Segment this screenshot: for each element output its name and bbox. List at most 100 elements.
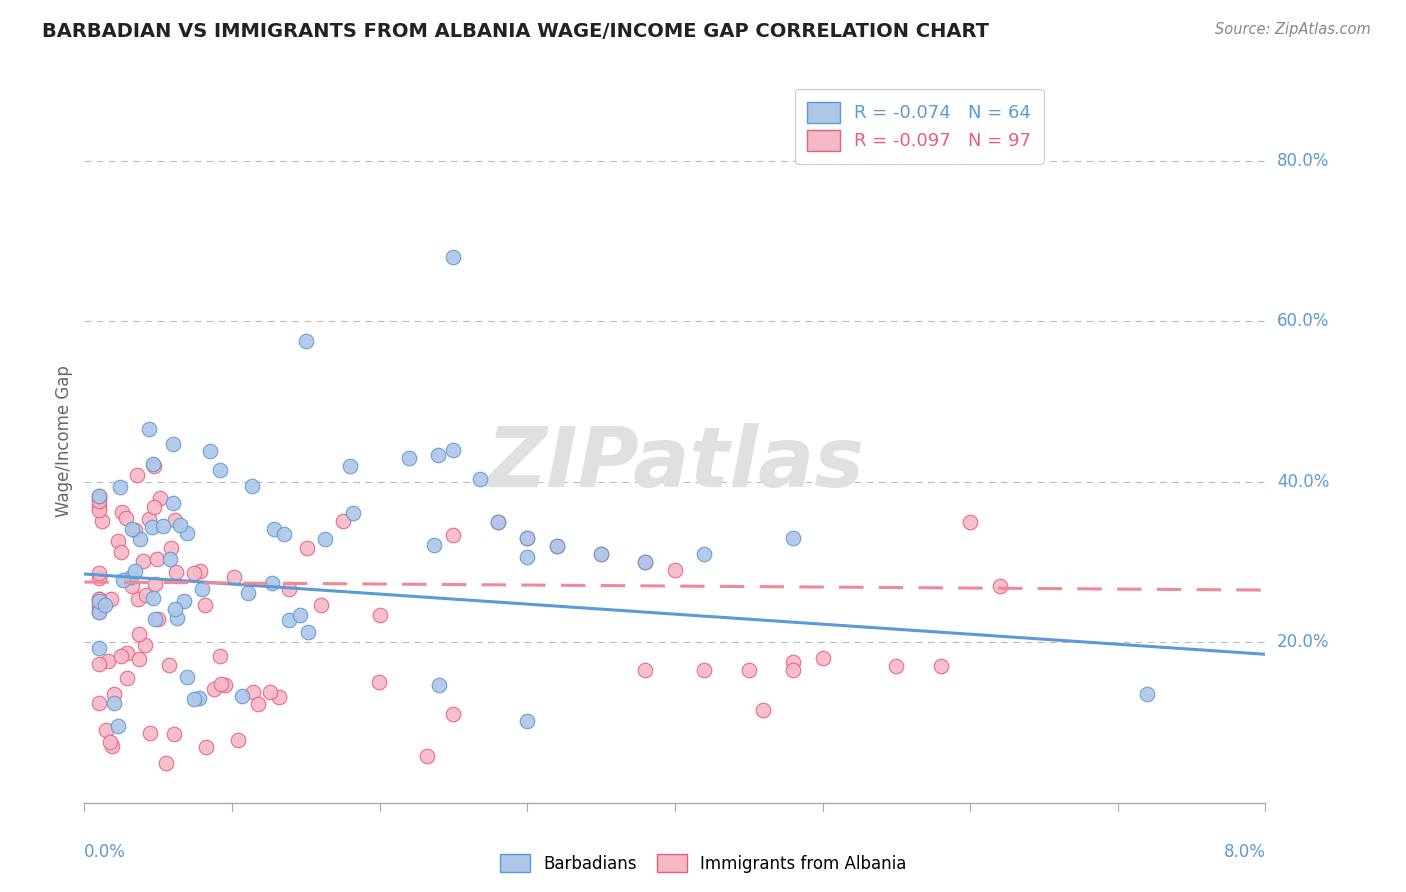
Point <box>297 541 319 555</box>
Point <box>143 458 166 473</box>
Point <box>108 480 131 494</box>
Point <box>194 599 217 613</box>
Point <box>226 733 249 747</box>
Point <box>368 607 391 622</box>
Point <box>443 528 465 542</box>
Point <box>183 691 205 706</box>
Point <box>87 641 111 656</box>
Point <box>87 489 111 503</box>
Text: 20.0%: 20.0% <box>1277 633 1330 651</box>
Point <box>90 598 112 612</box>
Point <box>117 646 139 660</box>
Point <box>342 506 364 520</box>
Point <box>107 719 129 733</box>
Point <box>165 601 187 615</box>
Point <box>176 670 198 684</box>
Point <box>240 478 263 492</box>
Point <box>87 592 111 607</box>
Point <box>516 531 538 545</box>
Point <box>782 531 804 545</box>
Point <box>591 547 613 561</box>
Point <box>591 547 613 561</box>
Point <box>149 491 172 505</box>
Point <box>443 706 465 721</box>
Point <box>811 651 834 665</box>
Point <box>260 575 283 590</box>
Point <box>138 512 160 526</box>
Point <box>231 689 253 703</box>
Point <box>107 533 129 548</box>
Point <box>314 533 336 547</box>
Point <box>121 579 143 593</box>
Point <box>187 691 209 706</box>
Point <box>198 444 221 458</box>
Point <box>516 549 538 564</box>
Point <box>152 518 174 533</box>
Point <box>886 659 908 673</box>
Point <box>209 648 232 663</box>
Point <box>368 674 391 689</box>
Point <box>124 564 146 578</box>
Point <box>87 599 111 613</box>
Point <box>332 514 354 528</box>
Legend: Barbadians, Immigrants from Albania: Barbadians, Immigrants from Albania <box>494 847 912 880</box>
Point <box>115 510 138 524</box>
Point <box>103 696 125 710</box>
Point <box>94 598 117 612</box>
Point <box>209 676 232 690</box>
Point <box>115 671 138 685</box>
Point <box>87 605 111 619</box>
Point <box>159 551 181 566</box>
Point <box>427 678 450 692</box>
Point <box>634 664 657 678</box>
Text: ZIPatlas: ZIPatlas <box>486 423 863 504</box>
Point <box>87 566 111 580</box>
Point <box>664 563 686 577</box>
Point <box>87 503 111 517</box>
Point <box>782 655 804 669</box>
Point <box>146 551 169 566</box>
Point <box>202 682 225 697</box>
Point <box>188 564 211 578</box>
Point <box>97 654 120 668</box>
Point <box>143 612 166 626</box>
Point <box>634 555 657 569</box>
Point <box>398 450 420 465</box>
Point <box>297 625 319 640</box>
Point <box>166 611 188 625</box>
Text: 40.0%: 40.0% <box>1277 473 1330 491</box>
Point <box>443 442 465 457</box>
Point <box>295 334 318 348</box>
Point <box>516 714 538 728</box>
Point <box>157 658 180 673</box>
Point <box>263 522 285 536</box>
Point <box>546 539 568 553</box>
Point <box>110 648 132 663</box>
Point <box>208 463 231 477</box>
Point <box>693 547 716 561</box>
Point <box>111 573 134 587</box>
Point <box>111 504 134 518</box>
Text: 80.0%: 80.0% <box>1277 152 1330 169</box>
Point <box>427 448 450 462</box>
Point <box>160 541 183 556</box>
Text: 8.0%: 8.0% <box>1223 843 1265 861</box>
Point <box>1136 687 1159 701</box>
Point <box>752 703 775 717</box>
Point <box>214 678 236 692</box>
Point <box>339 458 361 473</box>
Point <box>247 697 270 711</box>
Point <box>139 726 162 740</box>
Point <box>87 499 111 513</box>
Point <box>135 588 157 602</box>
Point <box>782 664 804 678</box>
Point <box>142 500 165 515</box>
Point <box>278 613 301 627</box>
Point <box>959 515 981 529</box>
Point <box>128 652 150 666</box>
Point <box>128 627 150 641</box>
Point <box>516 531 538 545</box>
Point <box>222 570 245 584</box>
Point <box>278 582 301 597</box>
Point <box>87 492 111 507</box>
